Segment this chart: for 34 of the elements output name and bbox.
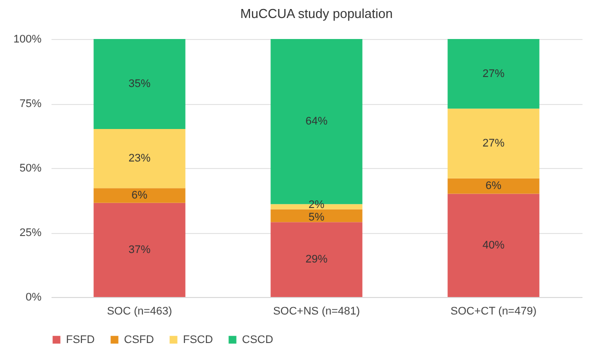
bar xyxy=(94,188,186,203)
data-label: 64% xyxy=(305,116,328,128)
bar xyxy=(448,178,540,194)
bar xyxy=(448,194,540,297)
bar xyxy=(448,39,540,109)
y-tick-label: 25% xyxy=(19,227,42,239)
data-label: 23% xyxy=(128,152,151,165)
data-label: 40% xyxy=(482,239,505,252)
legend-label: FSCD xyxy=(183,334,213,346)
x-tick-label: SOC (n=463) xyxy=(106,306,172,318)
data-label: 37% xyxy=(128,244,151,256)
y-tick-label: 0% xyxy=(26,292,42,304)
x-tick-label: SOC+CT (n=479) xyxy=(450,306,537,318)
legend-label: FSFD xyxy=(66,334,95,346)
data-label: 6% xyxy=(486,180,502,192)
bar xyxy=(94,39,186,130)
y-tick-label: 100% xyxy=(13,34,42,46)
bar xyxy=(448,108,540,178)
legend-label: CSFD xyxy=(124,334,154,346)
data-label: 6% xyxy=(132,189,148,202)
data-label: 29% xyxy=(305,254,328,266)
bar xyxy=(94,202,186,297)
y-tick-label: 75% xyxy=(19,98,42,110)
bar xyxy=(94,129,186,188)
bar xyxy=(270,222,362,297)
data-label: 27% xyxy=(482,68,505,80)
bar xyxy=(270,209,362,222)
data-label: 27% xyxy=(482,137,505,150)
chart-title: MuCCUA study population xyxy=(240,6,393,21)
legend-label: CSCD xyxy=(242,334,274,346)
y-tick-label: 50% xyxy=(19,162,42,174)
x-tick-label: SOC+NS (n=481) xyxy=(273,306,360,318)
data-label: 35% xyxy=(128,78,151,90)
data-label: 5% xyxy=(308,211,325,224)
